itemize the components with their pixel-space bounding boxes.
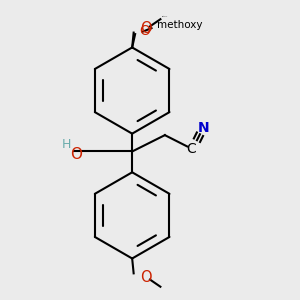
Text: methoxy: methoxy — [162, 16, 168, 17]
Text: O: O — [70, 147, 82, 162]
Text: O: O — [140, 21, 152, 36]
Text: methoxy: methoxy — [158, 20, 203, 30]
Text: H: H — [62, 138, 71, 152]
Text: O: O — [140, 24, 151, 38]
Text: N: N — [198, 121, 209, 135]
Text: C: C — [187, 142, 196, 155]
Text: O: O — [140, 270, 152, 285]
